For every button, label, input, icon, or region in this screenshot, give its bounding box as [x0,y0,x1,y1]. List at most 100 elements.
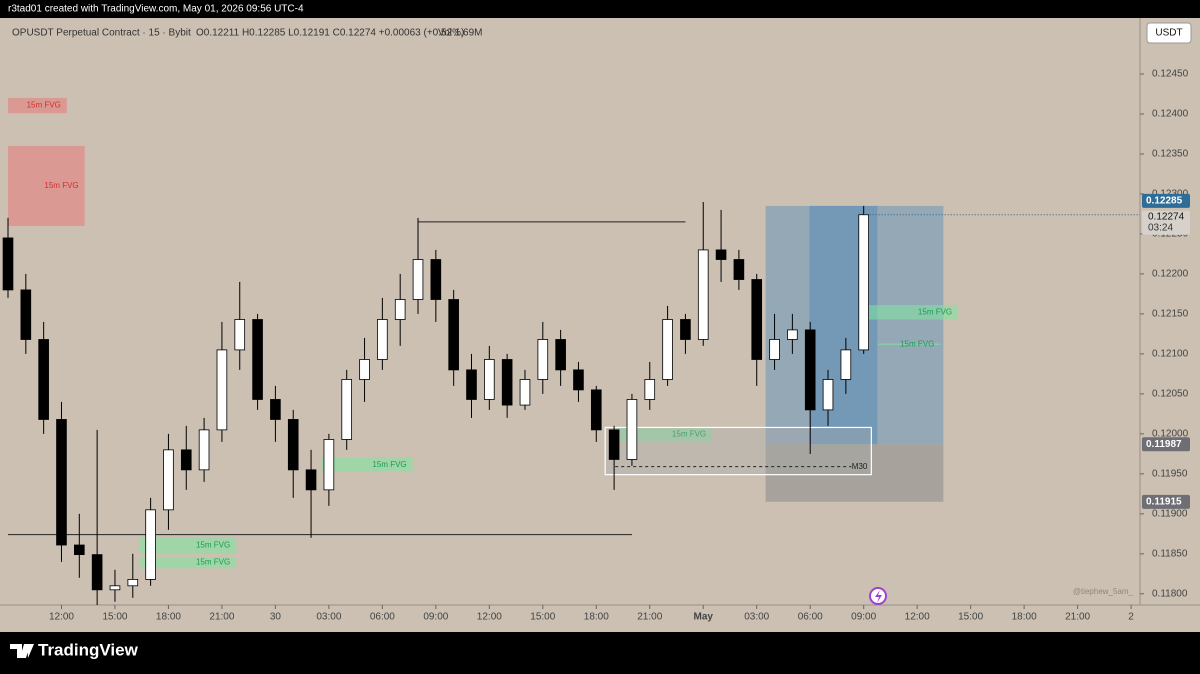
y-tick-label: 0.12050 [1152,389,1189,400]
fvg-zone [865,305,959,320]
x-tick-label: 21:00 [637,612,662,623]
fvg-label: 15m FVG [196,541,230,550]
candle-body [769,339,780,360]
candle-body [751,279,763,360]
fvg-label: 15m FVG [900,339,934,348]
x-tick-label: 15:00 [530,612,555,623]
candle-body [109,585,121,591]
range-box [604,426,872,476]
fvg-label: 15m FVG [44,181,78,190]
fvg-zone [139,537,237,554]
watermark: @tiephew_5am_ [1073,587,1134,596]
x-tick-label: 06:00 [370,612,395,623]
x-tick-label: 21:00 [209,612,234,623]
candle-body [430,259,442,300]
candle-body [448,299,459,371]
candle-body [680,319,691,340]
x-tick-label: 12:00 [477,612,502,623]
y-tick-label: 0.11900 [1152,508,1188,519]
candle-body [697,249,709,340]
logo-icon [10,644,34,658]
x-tick-label: 09:00 [851,612,876,623]
candle-body [305,469,317,491]
x-tick-label: 12:00 [905,612,930,623]
y-tick-label: 0.11800 [1152,588,1188,599]
y-tick-label: 0.12100 [1152,349,1189,360]
candle-body [323,439,335,491]
fvg-zone [8,145,85,226]
currency-label[interactable]: USDT [1155,28,1182,39]
countdown: 03:24 [1148,222,1173,233]
price-tag-label: 0.11987 [1146,439,1182,450]
candle-body [91,554,103,591]
candle-body [822,379,834,411]
candle-body [484,359,495,400]
candle-body [715,249,727,260]
x-tick-label: 2 [1128,612,1134,623]
candle-body [270,399,281,420]
candle-body [412,259,424,300]
plot: 15m FVG 15m FVG 15m FVG 15m FVG 15m FVG 15m F… [2,97,1140,605]
candle-body [2,237,14,291]
credit: r3tad01 created with TradingView.com, Ma… [8,4,304,15]
fvg-zone [615,427,713,442]
symbol: OPUSDT Perpetual Contract · 15 · Bybit [12,28,191,39]
range-label: M30 [852,462,868,471]
x-tick-label: 06:00 [798,612,823,623]
fvg-label: 15m FVG [918,307,952,316]
fvg-zone [8,97,67,114]
x-tick-label: 03:00 [316,612,341,623]
price-tag [1142,494,1190,509]
candle-body [466,369,477,400]
candle-body [252,319,263,400]
candle-body [662,319,673,380]
last-price-tag [1142,210,1190,235]
x-tick-label: 21:00 [1065,612,1090,623]
candle-body [858,214,869,351]
candle-body [840,349,852,380]
candle-body [341,379,353,440]
y-tick-label: 0.12350 [1152,149,1189,160]
candle-body [38,339,49,420]
x-tick-label: 30 [270,612,282,623]
fvg-label: 15m FVG [27,101,61,110]
candle-body [804,329,816,411]
candle-body [590,389,602,431]
y-tick-label: 0.11950 [1152,468,1188,479]
price-tag [1142,193,1190,208]
candle-body [519,379,531,406]
candle-body [180,449,192,471]
candle-body [216,349,228,431]
candle-body [787,329,798,340]
y-tick-label: 0.12200 [1152,269,1189,280]
price-tag [1142,437,1190,452]
candle-body [234,319,246,351]
fvg-label: 15m FVG [196,558,230,567]
y-tick-label: 0.11850 [1152,548,1188,559]
fvg-zone [139,557,237,569]
fvg-label: 15m FVG [672,429,706,438]
candle-body [644,379,656,400]
volume: Vol 1.69M [438,28,482,39]
fvg-zone [877,343,941,346]
last-price-label: 0.12274 [1148,211,1185,222]
position-stop [765,444,944,502]
x-tick-label: 18:00 [584,612,609,623]
x-tick-label: 03:00 [744,612,769,623]
candle-body [287,419,299,471]
candle-body [127,579,139,587]
currency-button[interactable] [1146,22,1192,44]
candle-body [377,319,388,360]
x-tick-label: 15:00 [102,612,127,623]
candle-body [501,359,513,406]
candle-body [198,429,210,471]
y-tick-label: 0.12450 [1152,69,1189,80]
x-tick-label: 15:00 [958,612,983,623]
candle-body [555,339,566,371]
candle-body [56,419,67,546]
candle-body [74,544,85,556]
x-tick-label: 18:00 [156,612,181,623]
y-tick-label: 0.12150 [1152,309,1189,320]
candle-body [608,429,620,460]
y-tick-label: 0.12400 [1152,109,1189,120]
